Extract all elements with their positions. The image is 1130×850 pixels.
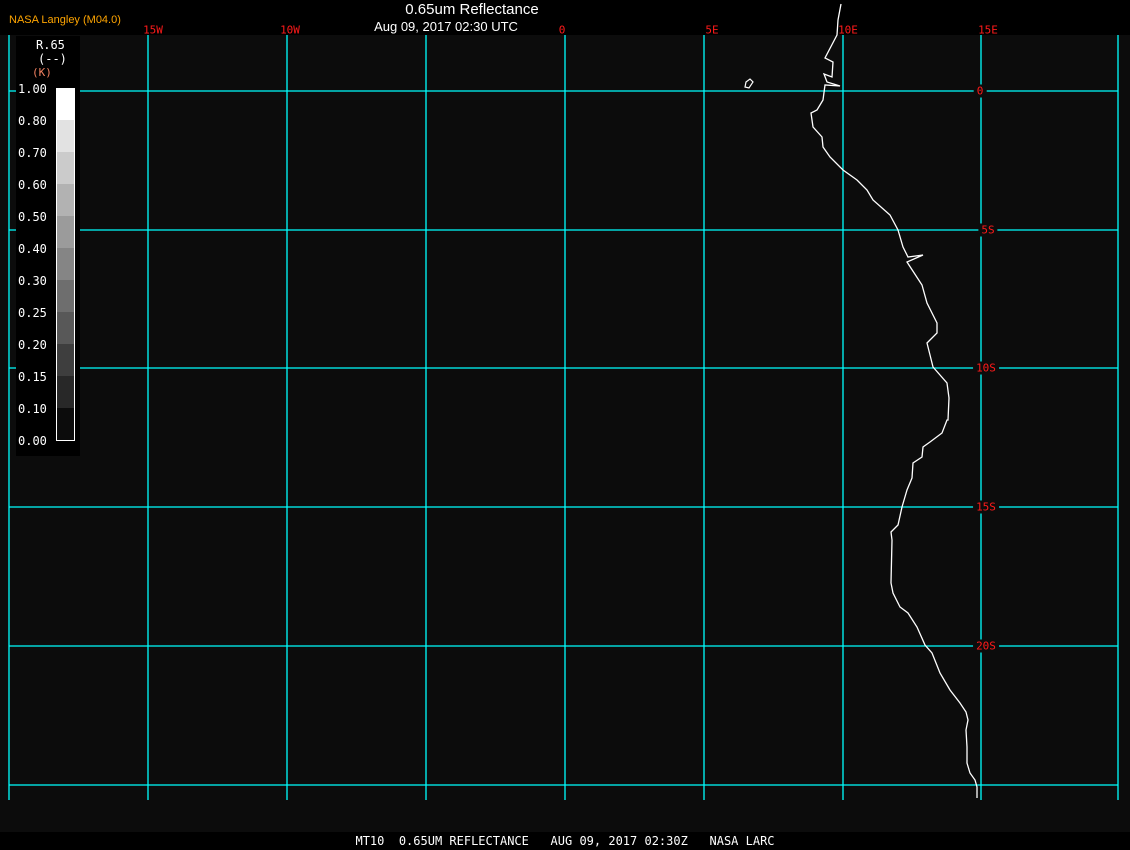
legend-swatch	[57, 152, 74, 184]
legend-tick: 0.10	[18, 402, 47, 416]
legend-swatch	[57, 88, 74, 120]
legend-tick: 0.40	[18, 242, 47, 256]
lat-label: 5S	[978, 223, 998, 237]
legend-tick: 0.25	[18, 306, 47, 320]
map-title: 0.65um Reflectance	[405, 1, 539, 18]
lon-label: 10W	[280, 23, 300, 37]
legend-swatch	[57, 408, 74, 440]
legend-swatch	[57, 344, 74, 376]
lat-label: 0	[973, 84, 987, 98]
legend-swatch	[57, 312, 74, 344]
legend-swatch	[57, 216, 74, 248]
coastline	[810, 3, 978, 798]
legend-tick: 0.70	[18, 146, 47, 160]
lon-label: 10E	[838, 23, 858, 37]
graticule	[8, 35, 1119, 800]
legend-tick: 1.00	[18, 82, 47, 96]
legend-variable: R.65	[36, 38, 65, 52]
legend-swatch	[57, 280, 74, 312]
legend-swatch	[57, 376, 74, 408]
legend-tick: 0.20	[18, 338, 47, 352]
legend-swatch	[57, 120, 74, 152]
legend-tick: 0.30	[18, 274, 47, 288]
legend-tick: 0.50	[18, 210, 47, 224]
legend-tick: 0.80	[18, 114, 47, 128]
lat-label: 20S	[973, 639, 999, 653]
lat-label: 15S	[973, 500, 999, 514]
legend-unit-code: (K)	[32, 66, 52, 79]
legend-colorbar	[56, 88, 75, 441]
legend-tick: 0.60	[18, 178, 47, 192]
lon-label: 15E	[978, 23, 998, 37]
legend-tick: 0.15	[18, 370, 47, 384]
legend-swatch	[57, 184, 74, 216]
legend-tick: 0.00	[18, 434, 47, 448]
map-timestamp: Aug 09, 2017 02:30 UTC	[374, 19, 518, 34]
legend-swatch	[57, 248, 74, 280]
island	[744, 78, 754, 89]
lon-label: 5E	[705, 23, 719, 37]
footer-caption: MT10 0.65UM REFLECTANCE AUG 09, 2017 02:…	[0, 832, 1130, 850]
legend-units: (--)	[38, 52, 67, 66]
lon-label: 15W	[143, 23, 163, 37]
lat-label: 10S	[973, 361, 999, 375]
credit-label: NASA Langley (M04.0)	[9, 14, 121, 26]
lon-label: 0	[558, 23, 566, 37]
color-legend: R.65 (--) (K) 1.00 0.80 0.70 0.60 0.50 0.40 0.…	[16, 36, 80, 456]
